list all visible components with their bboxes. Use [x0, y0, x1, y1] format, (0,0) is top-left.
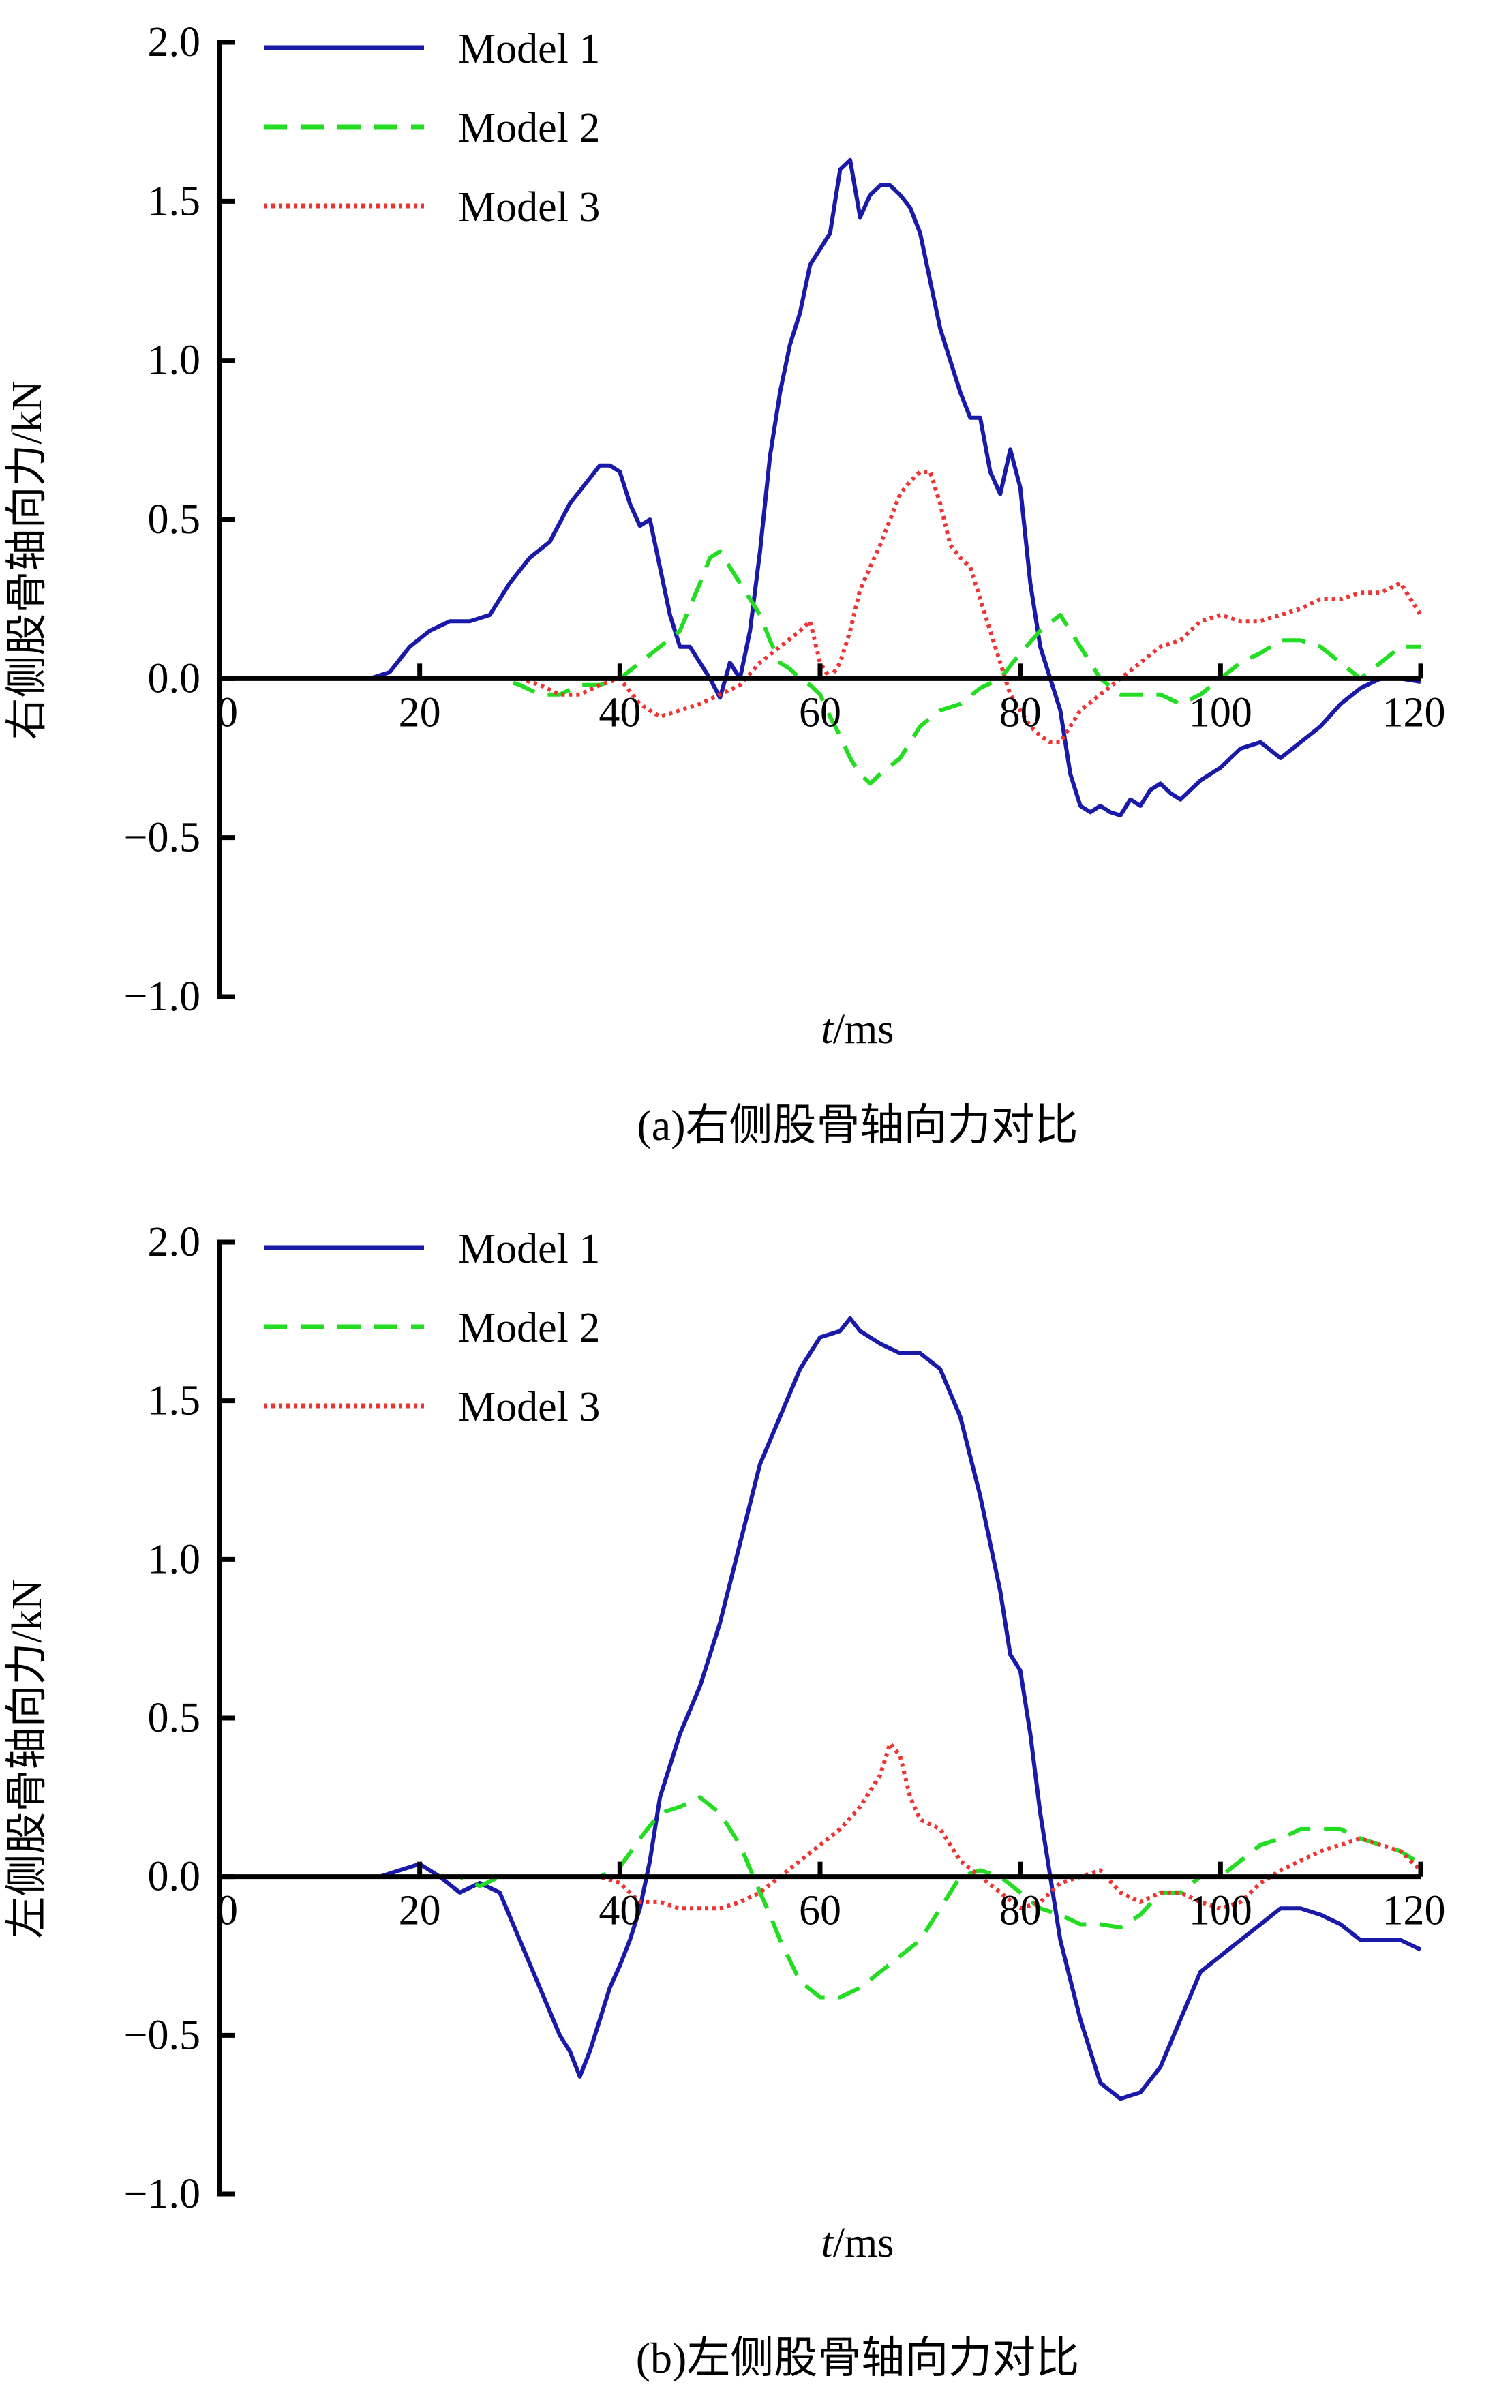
x-tick-label: 80 — [999, 689, 1042, 736]
figure-caption: (a)右侧股骨轴向力对比 — [637, 1101, 1078, 1149]
x-tick-label: 80 — [999, 1888, 1042, 1934]
x-tick-label: 0 — [217, 1888, 238, 1934]
y-tick-label: 2.0 — [148, 19, 201, 65]
y-tick-label: 0.5 — [148, 496, 201, 543]
y-tick-label: 0.0 — [148, 1854, 201, 1900]
y-tick-label: −0.5 — [124, 815, 200, 861]
legend-label-1: Model 1 — [458, 1226, 600, 1272]
x-tick-label: 120 — [1382, 1888, 1446, 1934]
x-tick-label: 0 — [217, 689, 238, 736]
legend-label-3: Model 3 — [458, 184, 600, 230]
y-tick-label: 1.0 — [148, 337, 201, 384]
series-line-model-2 — [220, 549, 1421, 786]
y-tick-label: 2.0 — [148, 1219, 201, 1265]
chart-b: 2.0 1.5 1.0 0.5 0.0 −0.5 −1.0 0 20 40 60 80 100 120 Mo… — [4, 1219, 1446, 2382]
y-tick-label: 0.0 — [148, 655, 201, 702]
x-axis-title: t/ms — [821, 1006, 894, 1053]
y-tick-label: −0.5 — [124, 2012, 200, 2058]
x-tick-label: 120 — [1382, 689, 1446, 736]
x-tick-label: 40 — [599, 1888, 641, 1934]
x-tick-label: 60 — [799, 1888, 841, 1934]
series-line-model-1 — [220, 1316, 1422, 2101]
x-tick-label: 100 — [1189, 1888, 1252, 1934]
x-tick-label: 100 — [1189, 689, 1252, 736]
series-line-model-1 — [220, 157, 1421, 817]
legend-label-2: Model 2 — [458, 105, 600, 151]
legend-label-3: Model 3 — [458, 1384, 600, 1430]
x-axis-title: t/ms — [821, 2220, 894, 2266]
x-tick-label: 20 — [399, 689, 441, 736]
x-tick-label: 40 — [599, 689, 641, 736]
legend-label-2: Model 2 — [458, 1305, 600, 1351]
y-tick-label: 1.5 — [148, 178, 201, 224]
y-tick-label: 0.5 — [148, 1695, 201, 1741]
x-axis-variable: t — [821, 2220, 834, 2266]
y-tick-label: −1.0 — [124, 974, 200, 1020]
y-axis-title: 右侧股骨轴向力/kN — [4, 380, 50, 740]
y-tick-label: 1.5 — [148, 1378, 201, 1424]
x-axis-unit: /ms — [833, 1006, 894, 1053]
x-tick-label: 60 — [799, 689, 841, 736]
y-tick-label: 1.0 — [148, 1536, 201, 1582]
series-line-model-3 — [220, 1741, 1423, 1911]
series-line-model-3 — [220, 470, 1423, 744]
x-axis-variable: t — [821, 1006, 834, 1053]
x-axis-unit: /ms — [833, 2220, 894, 2266]
y-axis-title: 左侧股骨轴向力/kN — [4, 1579, 50, 1938]
x-tick-label: 20 — [399, 1888, 441, 1934]
y-tick-label: −1.0 — [124, 2171, 200, 2217]
figure-caption: (b)左侧股骨轴向力对比 — [636, 2334, 1080, 2382]
legend-label-1: Model 1 — [458, 26, 600, 72]
chart-a: 2.0 1.5 1.0 0.5 0.0 −0.5 −1.0 0 20 40 60 80 100 120 Mo… — [4, 19, 1446, 1149]
